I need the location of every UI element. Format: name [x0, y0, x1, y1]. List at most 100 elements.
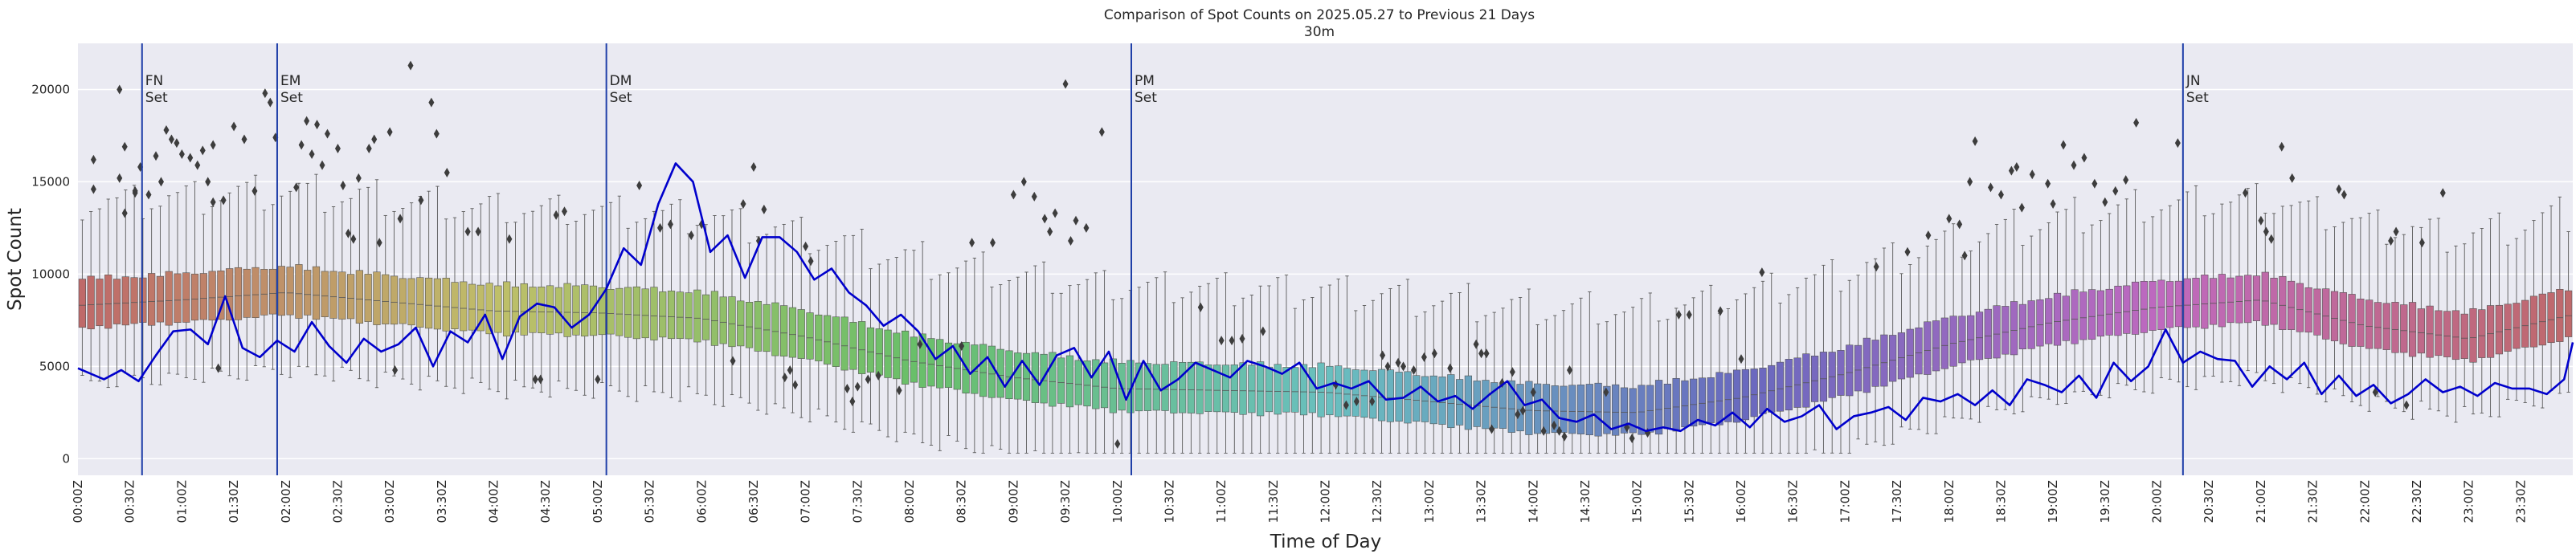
box — [295, 264, 303, 319]
box — [346, 274, 355, 320]
outlier-point — [2045, 178, 2051, 189]
outlier-point — [2242, 188, 2248, 198]
box — [312, 266, 321, 320]
box — [2426, 305, 2434, 358]
outlier-point — [595, 374, 601, 385]
x-tick-label: 19:00Z — [2046, 480, 2060, 523]
outlier-point — [90, 154, 96, 165]
box — [1811, 356, 1819, 402]
box — [2071, 289, 2079, 344]
box — [2192, 278, 2200, 328]
box — [1525, 381, 1533, 435]
box — [433, 278, 442, 330]
x-tick-label: 20:00Z — [2150, 480, 2165, 523]
event-label: FN — [145, 73, 164, 89]
box — [1360, 369, 1368, 418]
box — [2036, 299, 2044, 347]
outlier-point — [145, 189, 152, 200]
outlier-point — [561, 206, 567, 217]
x-tick-label: 07:30Z — [850, 480, 865, 523]
box — [2435, 310, 2443, 356]
current-day-series — [77, 162, 2574, 433]
box — [2460, 313, 2468, 359]
x-tick-label: 11:30Z — [1266, 480, 1281, 523]
outlier-point — [2403, 400, 2410, 410]
x-tick-label: 14:30Z — [1578, 480, 1593, 523]
x-tick-label: 03:00Z — [382, 480, 397, 523]
box — [1932, 320, 1940, 372]
box — [1230, 365, 1238, 413]
outlier-point — [1400, 361, 1407, 372]
outlier-point — [1395, 357, 1401, 368]
box — [2140, 281, 2148, 333]
box — [1395, 372, 1403, 422]
box — [2391, 302, 2399, 353]
box — [1221, 365, 1230, 413]
chart-subtitle: 30m — [1304, 24, 1335, 40]
outlier-point — [2060, 140, 2067, 150]
box — [1603, 385, 1611, 434]
outlier-point — [1759, 267, 1765, 278]
box — [927, 338, 935, 387]
outlier-point — [304, 116, 310, 126]
box — [728, 296, 736, 348]
box — [2131, 281, 2140, 335]
outlier-point — [1384, 361, 1391, 372]
box — [1854, 344, 1862, 392]
box — [2339, 292, 2347, 344]
box — [979, 344, 987, 397]
outlier-point — [1068, 236, 1074, 246]
x-tick-label: 11:00Z — [1214, 480, 1229, 523]
box — [1265, 366, 1274, 413]
x-tick-label: 13:00Z — [1422, 480, 1437, 523]
outlier-point — [2258, 215, 2264, 226]
outlier-point — [428, 97, 435, 108]
box — [243, 268, 251, 318]
x-tick-label: 10:30Z — [1162, 480, 1176, 523]
box — [416, 277, 424, 328]
x-tick-label: 06:30Z — [746, 480, 761, 523]
box — [1819, 352, 1828, 402]
box — [823, 315, 832, 365]
outlier-point — [1957, 219, 1963, 230]
box — [1014, 352, 1022, 400]
outlier-point — [1369, 397, 1376, 407]
box — [1490, 382, 1499, 429]
outlier-point — [506, 234, 513, 244]
outlier-point — [371, 134, 378, 145]
outlier-point — [163, 125, 170, 136]
outlier-point — [475, 226, 481, 237]
outlier-point — [2091, 178, 2098, 189]
outlier-point — [1421, 352, 1427, 362]
x-tick-label: 08:30Z — [955, 480, 969, 523]
box — [2451, 310, 2460, 360]
box — [2105, 288, 2113, 336]
box — [840, 316, 848, 371]
outlier-point — [688, 230, 694, 241]
box — [1663, 383, 1671, 430]
outlier-point — [1343, 400, 1349, 410]
box — [156, 275, 165, 323]
box — [2088, 289, 2096, 340]
outlier-point — [1083, 222, 1090, 233]
outlier-point — [90, 184, 96, 194]
outlier-point — [1551, 420, 1557, 430]
outlier-point — [1738, 354, 1744, 365]
outlier-point — [178, 149, 185, 159]
box — [676, 291, 684, 340]
outlier-point — [1073, 215, 1079, 226]
box — [1880, 334, 1888, 387]
outlier-point — [350, 234, 357, 244]
outlier-point — [1380, 350, 1386, 360]
box — [382, 274, 390, 324]
box — [2304, 287, 2312, 333]
box — [1239, 362, 1247, 415]
x-tick-label: 21:30Z — [2306, 480, 2320, 523]
box — [468, 283, 476, 331]
box — [538, 287, 546, 334]
box — [148, 273, 156, 326]
box — [2400, 304, 2408, 353]
outlier-point — [636, 181, 643, 191]
